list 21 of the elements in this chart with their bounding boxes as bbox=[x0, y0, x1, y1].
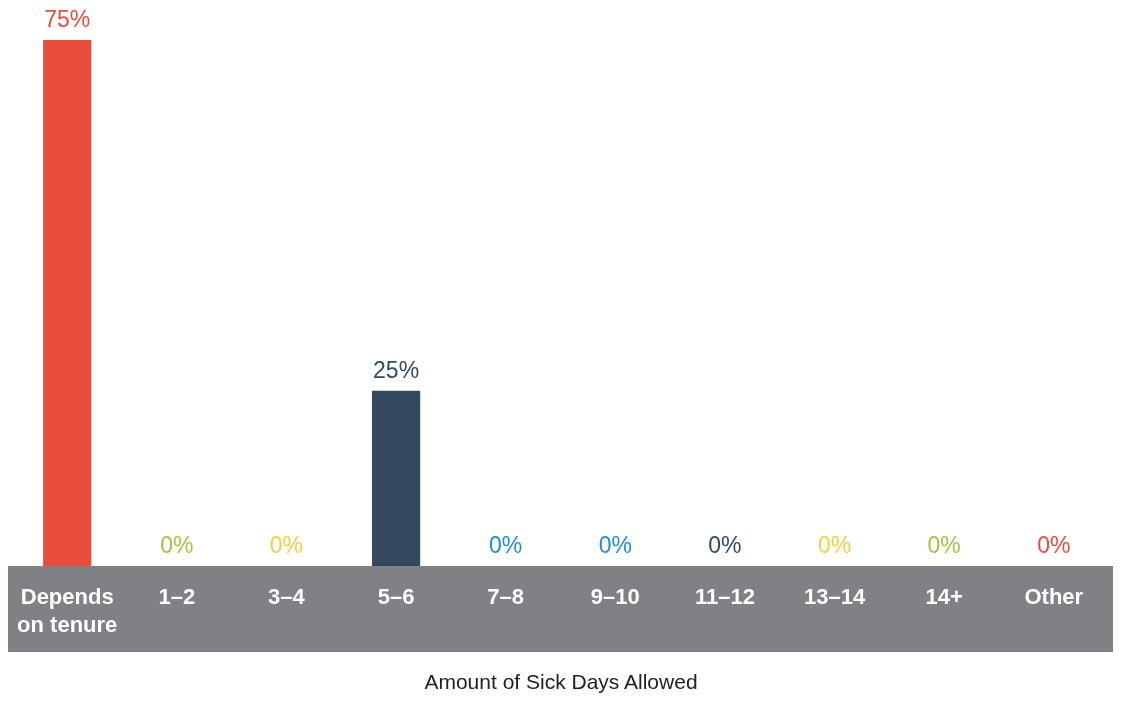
x-tick-label: 9–10 bbox=[590, 583, 640, 609]
x-tick-label: 13–14 bbox=[803, 583, 866, 609]
data-label: 0% bbox=[489, 532, 523, 558]
data-label: 25% bbox=[373, 356, 420, 383]
data-label: 75% bbox=[44, 6, 91, 32]
x-tick-label: Other bbox=[1024, 583, 1084, 609]
x-tick-label: 14+ bbox=[925, 583, 963, 609]
data-label: 0% bbox=[269, 532, 304, 558]
data-label: 0% bbox=[708, 532, 742, 558]
x-tick-label: 7–8 bbox=[487, 583, 525, 609]
x-tick-label: 11–12 bbox=[694, 583, 755, 609]
data-label: 0% bbox=[598, 532, 632, 558]
data-label: 0% bbox=[160, 532, 194, 558]
x-axis-title: Amount of Sick Days Allowed bbox=[424, 669, 698, 693]
x-tick-label: 1–2 bbox=[158, 583, 196, 609]
x-tick-label: 5–6 bbox=[377, 583, 415, 609]
data-label: 0% bbox=[817, 532, 852, 558]
x-tick-label: Depends on tenure bbox=[17, 583, 118, 637]
data-label: 0% bbox=[927, 532, 961, 558]
x-tick-label: 3–4 bbox=[268, 583, 306, 609]
data-label: 0% bbox=[1037, 532, 1071, 558]
